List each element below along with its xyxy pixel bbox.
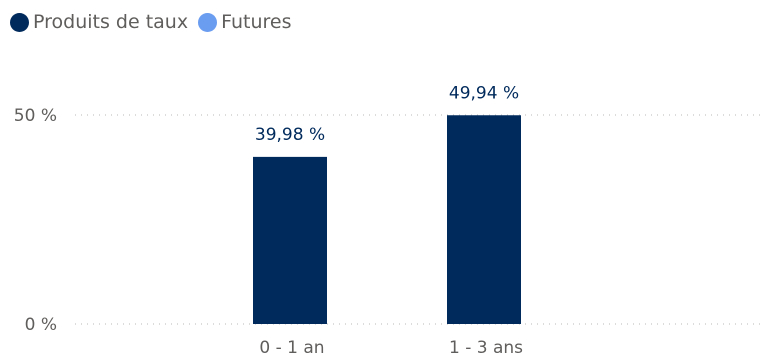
data-label: 49,94 % <box>449 83 519 103</box>
x-axis: 0 - 1 an 1 - 3 ans <box>259 338 523 354</box>
bar-2[interactable] <box>447 115 521 325</box>
bar-1[interactable] <box>253 156 327 324</box>
legend-dot-icon <box>198 12 218 32</box>
data-labels: 39,98 % 49,94 % <box>255 83 519 145</box>
legend-label: Produits de taux <box>33 11 189 33</box>
legend-item-futures[interactable]: Futures <box>198 11 292 33</box>
y-tick-label: 0 % <box>25 315 57 335</box>
bars <box>253 115 521 325</box>
gridlines <box>75 114 760 325</box>
x-tick-label: 1 - 3 ans <box>449 338 523 354</box>
data-label: 39,98 % <box>255 125 325 145</box>
legend-dot-icon <box>10 12 29 32</box>
chart-legend: Produits de taux Futures <box>10 11 296 33</box>
legend-label: Futures <box>221 11 292 33</box>
y-axis: 0 % 50 % <box>14 106 57 335</box>
x-tick-label: 0 - 1 an <box>259 338 324 354</box>
y-tick-label: 50 % <box>14 106 57 126</box>
legend-item-produits-de-taux[interactable]: Produits de taux <box>10 11 188 33</box>
